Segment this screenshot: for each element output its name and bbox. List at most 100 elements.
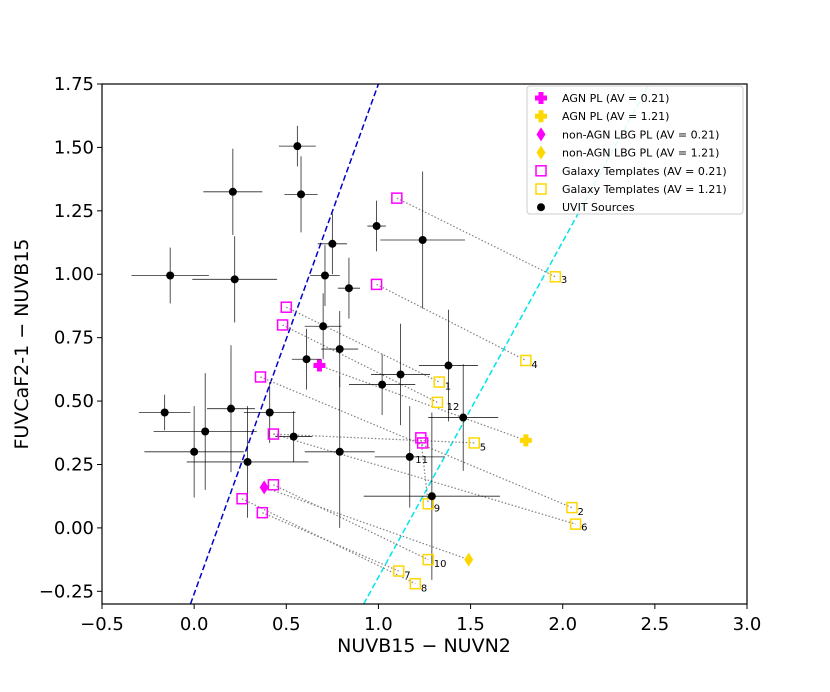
legend-label: AGN PL (AV = 1.21) [562, 110, 669, 123]
template-connector [262, 512, 399, 572]
template-number-label: 10 [434, 559, 447, 570]
x-tick-label: 0.0 [180, 614, 209, 635]
uvit-source-point [201, 427, 210, 436]
template-connector [420, 437, 429, 504]
galaxy-template-av121-point [392, 565, 405, 577]
x-tick-label: 0.5 [272, 614, 301, 635]
galaxy-template-av021-point [276, 319, 289, 331]
y-tick-label: 0.00 [54, 518, 94, 539]
template-connector [286, 306, 440, 383]
template-number-label: 2 [577, 507, 583, 518]
y-tick-label: −0.25 [39, 581, 94, 602]
template-number-label: 9 [434, 503, 440, 514]
x-tick-label: 3.0 [733, 614, 762, 635]
legend-marker [536, 145, 546, 160]
legend-label: Galaxy Templates (AV = 0.21) [562, 165, 727, 178]
galaxy-template-av021-point [267, 428, 280, 440]
x-tick-label: 2.0 [548, 614, 577, 635]
uvit-source-point [344, 284, 353, 293]
template-number-label: 1 [445, 382, 451, 393]
uvit-source-point [444, 361, 453, 370]
y-tick-label: 0.25 [54, 454, 94, 475]
template-connectors [241, 197, 576, 585]
y-tick-label: 0.75 [54, 328, 94, 349]
template-connector [282, 324, 438, 403]
template-connector [273, 433, 576, 525]
legend-marker [537, 203, 545, 212]
galaxy-template-av121-point [569, 518, 582, 530]
uvit-source-point [293, 142, 302, 151]
legend-marker [535, 183, 547, 195]
template-number-label: 8 [421, 583, 427, 594]
uvit-source-point [190, 447, 199, 456]
agn-pl-av121-point [519, 434, 532, 447]
uvit-source-point [378, 380, 387, 389]
template-number-label: 5 [480, 443, 486, 454]
uvit-source-point [227, 404, 235, 413]
y-tick-label: 1.75 [54, 74, 94, 95]
uvit-source-point [228, 187, 237, 196]
galaxy-template-av121-point [520, 354, 532, 367]
galaxy-template-av021-point [391, 192, 403, 204]
galaxy-template-av021-point [370, 278, 383, 291]
galaxy-template-av121-point [409, 577, 422, 590]
uvit-source-point [459, 413, 468, 422]
galaxy-template-av121-point [422, 553, 434, 566]
uvit-source-point [243, 457, 252, 466]
template-connector [273, 484, 429, 561]
uvit-source-point [335, 345, 344, 354]
y-tick-label: 1.00 [54, 264, 94, 285]
data-points [160, 142, 582, 590]
uvit-source-point [230, 275, 239, 284]
lbg-pl-av021-point [259, 480, 269, 495]
plot-frame [101, 83, 748, 605]
x-axis-ticks: −0.5 0.0 0.5 1.0 1.5 2.0 2.5 3.0 [80, 604, 761, 635]
galaxy-template-av121-point [431, 396, 444, 409]
x-tick-label: −0.5 [80, 614, 124, 635]
galaxy-template-av021-point [254, 371, 267, 383]
uvit-source-point [396, 370, 405, 379]
template-number-label: 12 [447, 402, 460, 413]
x-axis-label: NUVB15 − NUVN2 [337, 635, 511, 657]
legend-marker [535, 92, 547, 104]
uvit-source-point [166, 271, 175, 280]
galaxy-template-av021-point [280, 301, 293, 313]
agn-pl-av021-point [313, 359, 326, 372]
legend-label: non-AGN LBG PL (AV = 0.21) [562, 128, 719, 141]
legend-marker [536, 127, 546, 142]
y-tick-label: 1.50 [54, 137, 94, 158]
template-number-label: 6 [581, 522, 587, 533]
uvit-source-point [418, 236, 427, 244]
uvit-source-point [265, 408, 274, 417]
galaxy-template-av121-point [566, 501, 578, 514]
template-connector [273, 433, 475, 444]
uvit-source-point [328, 239, 337, 248]
reference-lines [189, 84, 650, 604]
legend: AGN PL (AV = 0.21) AGN PL (AV = 1.21) non-… [526, 85, 744, 215]
galaxy-template-av021-point [236, 492, 248, 505]
x-tick-label: 2.5 [641, 614, 670, 635]
template-connector [241, 498, 416, 585]
template-number-label: 7 [404, 571, 410, 582]
legend-label: UVIT Sources [562, 201, 635, 214]
uvit-source-point [302, 355, 311, 364]
uvit-source-point [160, 408, 169, 417]
galaxy-template-av021-point [267, 479, 280, 491]
uvit-source-point [335, 447, 344, 456]
template-connector [263, 486, 469, 561]
y-tick-label: 1.25 [54, 201, 94, 222]
legend-label: Galaxy Templates (AV = 1.21) [562, 183, 727, 196]
legend-marker [535, 165, 547, 177]
x-tick-label: 1.0 [364, 614, 393, 635]
template-number-label: 4 [531, 360, 537, 371]
template-number-label: 3 [561, 275, 567, 286]
dashed-reference-line [189, 84, 380, 604]
uvit-source-point [320, 271, 329, 280]
galaxy-template-av021-point [256, 506, 269, 519]
uvit-source-point [297, 190, 306, 199]
lbg-pl-av121-point [464, 552, 474, 567]
uvit-source-point [289, 432, 298, 441]
uvit-source-point [372, 222, 381, 231]
